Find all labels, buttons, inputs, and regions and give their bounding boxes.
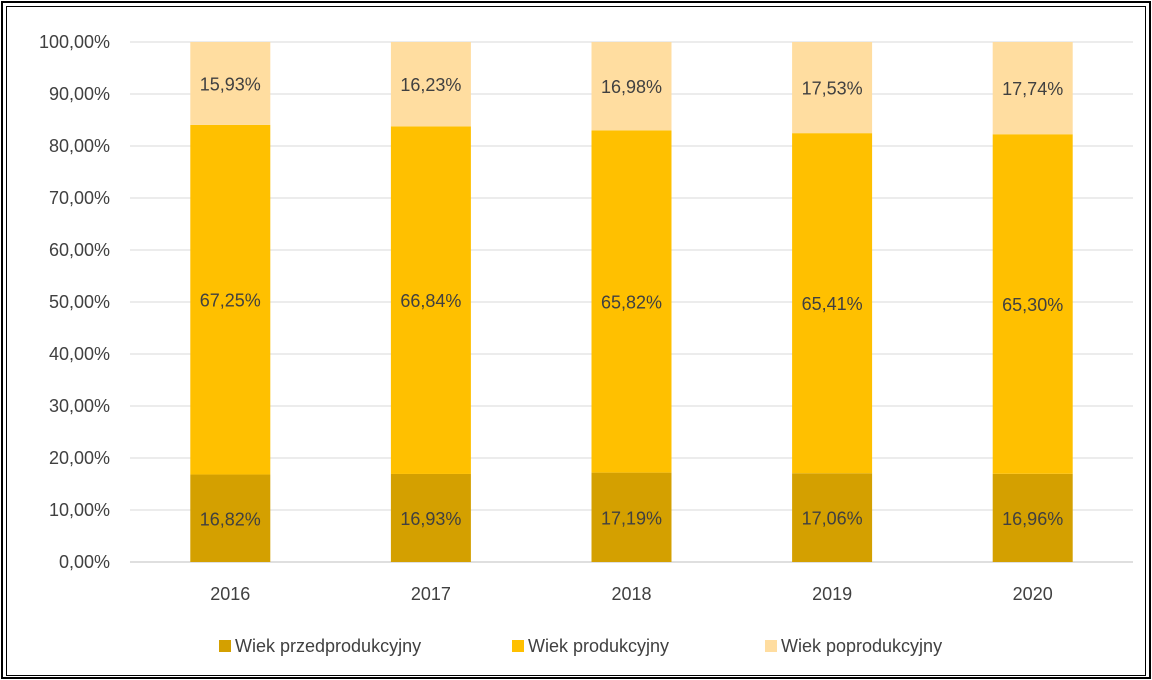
x-tick-label: 2019 <box>812 584 852 604</box>
data-label: 66,84% <box>400 291 461 311</box>
x-tick-label: 2016 <box>210 584 250 604</box>
y-tick-label: 60,00% <box>49 240 110 260</box>
bar-segment <box>390 126 471 474</box>
bar-segment <box>591 130 672 473</box>
data-label: 17,74% <box>1002 79 1063 99</box>
y-tick-label: 80,00% <box>49 136 110 156</box>
bar-segment <box>190 124 271 475</box>
data-label: 16,96% <box>1002 509 1063 529</box>
y-tick-label: 70,00% <box>49 188 110 208</box>
bar-segment <box>390 42 471 127</box>
y-tick-label: 30,00% <box>49 396 110 416</box>
x-axis: 2016 2017 2018 2019 2020 <box>210 584 1052 604</box>
chart-inner-border <box>6 6 1146 676</box>
y-tick-label: 40,00% <box>49 344 110 364</box>
legend-label: Wiek poprodukcyjny <box>781 636 942 656</box>
x-tick-label: 2020 <box>1013 584 1053 604</box>
x-tick-label: 2017 <box>411 584 451 604</box>
bar-segment <box>792 133 873 474</box>
legend-swatch <box>765 640 777 652</box>
data-label: 15,93% <box>200 74 261 94</box>
data-label: 16,93% <box>400 509 461 529</box>
data-label: 65,30% <box>1002 295 1063 315</box>
data-label: 16,23% <box>400 75 461 95</box>
bar-segment <box>390 473 471 562</box>
data-label: 16,82% <box>200 509 261 529</box>
bar-segment <box>190 474 271 562</box>
data-label: 17,19% <box>601 508 662 528</box>
legend-swatch <box>512 640 524 652</box>
y-tick-label: 20,00% <box>49 448 110 468</box>
data-label: 16,98% <box>601 77 662 97</box>
bar-segment <box>992 42 1073 135</box>
y-tick-label: 90,00% <box>49 84 110 104</box>
y-tick-label: 10,00% <box>49 500 110 520</box>
x-tick-label: 2018 <box>611 584 651 604</box>
data-label: 65,82% <box>601 292 662 312</box>
bar-segment <box>792 42 873 134</box>
data-label: 65,41% <box>802 294 863 314</box>
bar-segment <box>190 42 271 125</box>
bar-segment <box>792 473 873 562</box>
legend-label: Wiek produkcyjny <box>528 636 669 656</box>
legend-swatch <box>219 640 231 652</box>
y-tick-label: 0,00% <box>59 552 110 572</box>
data-label: 67,25% <box>200 291 261 311</box>
bar-segment <box>992 134 1073 474</box>
y-tick-label: 50,00% <box>49 292 110 312</box>
data-label: 17,06% <box>802 509 863 529</box>
y-axis: 0,00% 10,00% 20,00% 30,00% 40,00% 50,00% 60,00… <box>39 32 110 572</box>
bar-segment <box>992 473 1073 562</box>
bars: 16,82% 67,25% 15,93% 16,93% 66,84% 16,23% 17,1… <box>190 42 1073 562</box>
legend: Wiek przedprodukcyjny Wiek produkcyjny Wie… <box>219 636 942 656</box>
legend-label: Wiek przedprodukcyjny <box>235 636 421 656</box>
bar-segment <box>591 472 672 562</box>
data-label: 17,53% <box>802 79 863 99</box>
y-tick-label: 100,00% <box>39 32 110 52</box>
bar-segment <box>591 42 672 131</box>
